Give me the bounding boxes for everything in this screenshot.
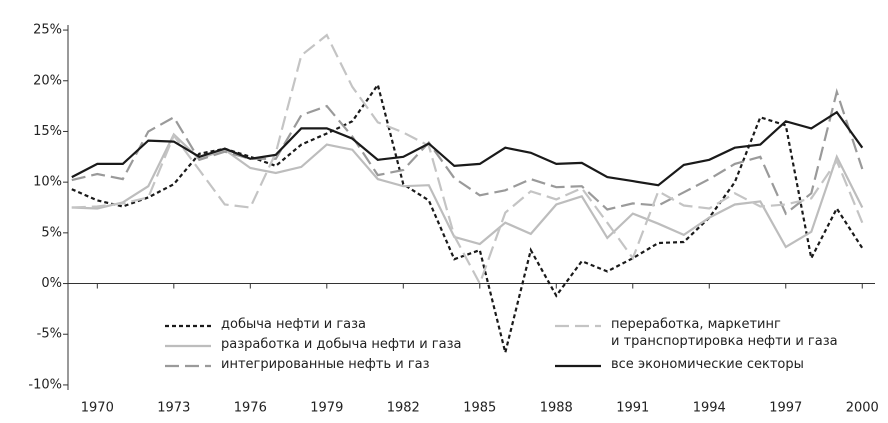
legend-label: переработка, маркетинг и транспортировка… xyxy=(611,317,838,349)
x-tick-label: 1988 xyxy=(540,401,573,416)
y-tick-label: -5% xyxy=(37,327,62,342)
x-tick-label: 1979 xyxy=(310,401,343,416)
y-tick-label: 25% xyxy=(33,23,62,38)
legend: добыча нефти и газа разработка и добыча н… xyxy=(165,316,865,396)
series-line xyxy=(71,110,864,187)
legend-item: интегрированные нефть и газ xyxy=(165,356,430,373)
legend-swatch xyxy=(165,364,211,368)
legend-swatch xyxy=(165,344,211,348)
x-tick-label: 1985 xyxy=(463,401,496,416)
series-line xyxy=(71,82,864,353)
series-line xyxy=(71,87,864,216)
x-tick-label: 1976 xyxy=(234,401,267,416)
legend-label: интегрированные нефть и газ xyxy=(221,357,430,372)
legend-swatch xyxy=(555,324,601,328)
series-line xyxy=(71,132,864,249)
x-tick-label: 1997 xyxy=(769,401,802,416)
legend-item: разработка и добыча нефти и газа xyxy=(165,336,461,353)
x-tick-label: 1982 xyxy=(387,401,420,416)
y-tick-label: 10% xyxy=(33,175,62,190)
legend-label: все экономические секторы xyxy=(611,357,804,372)
y-tick-label: 15% xyxy=(33,124,62,139)
x-tick-label: 1970 xyxy=(81,401,114,416)
y-tick-label: 20% xyxy=(33,73,62,88)
legend-item: добыча нефти и газа xyxy=(165,316,366,333)
y-tick-label: 5% xyxy=(41,225,62,240)
legend-item: все экономические секторы xyxy=(555,356,804,373)
legend-label: разработка и добыча нефти и газа xyxy=(221,337,462,352)
x-tick-label: 1994 xyxy=(693,401,726,416)
legend-swatch xyxy=(555,364,601,368)
y-tick-label: -10% xyxy=(28,377,62,392)
x-tick-label: 1973 xyxy=(157,401,190,416)
x-tick-label: 2000 xyxy=(846,401,879,416)
x-tick-label: 1991 xyxy=(616,401,649,416)
legend-swatch xyxy=(165,324,211,328)
series-line xyxy=(71,33,864,287)
y-tick-label: 0% xyxy=(41,276,62,291)
legend-label: добыча нефти и газа xyxy=(221,317,367,332)
legend-item: переработка, маркетинг и транспортировка… xyxy=(555,316,838,350)
